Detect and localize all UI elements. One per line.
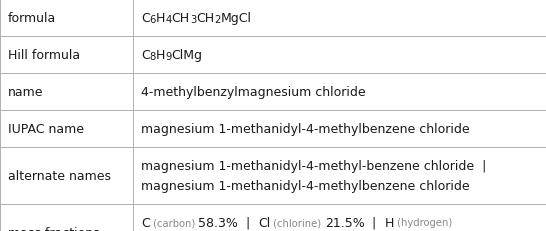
Text: 8: 8 [150,52,156,62]
Text: 4-methylbenzylmagnesium chloride: 4-methylbenzylmagnesium chloride [141,86,366,99]
Text: H: H [156,12,165,25]
Text: 58.3%: 58.3% [198,216,238,229]
Text: CH: CH [196,12,214,25]
Text: C: C [141,12,150,25]
Text: 2: 2 [214,15,221,25]
Text: magnesium 1-methanidyl-4-methyl-benzene chloride  |: magnesium 1-methanidyl-4-methyl-benzene … [141,159,486,172]
Text: magnesium 1-methanidyl-4-methylbenzene chloride: magnesium 1-methanidyl-4-methylbenzene c… [141,122,470,135]
Text: 4: 4 [165,15,172,25]
Text: MgCl: MgCl [221,12,252,25]
Text: (chlorine): (chlorine) [270,218,325,228]
Text: 21.5%: 21.5% [325,216,365,229]
Text: 9: 9 [165,52,172,62]
Text: H: H [385,216,394,229]
Text: C: C [141,216,150,229]
Text: CH: CH [172,12,190,25]
Text: Cl: Cl [258,216,270,229]
Text: name: name [8,86,44,99]
Text: 3: 3 [190,15,196,25]
Text: magnesium 1-methanidyl-4-methylbenzene chloride: magnesium 1-methanidyl-4-methylbenzene c… [141,179,470,192]
Text: mass fractions: mass fractions [8,226,99,231]
Text: (carbon): (carbon) [150,218,198,228]
Text: |: | [238,216,258,229]
Text: formula: formula [8,12,56,25]
Text: |: | [365,216,385,229]
Text: (hydrogen): (hydrogen) [394,218,455,228]
Text: 6: 6 [150,15,156,25]
Text: H: H [156,49,165,62]
Text: Hill formula: Hill formula [8,49,80,62]
Text: ClMg: ClMg [172,49,203,62]
Text: IUPAC name: IUPAC name [8,122,84,135]
Text: alternate names: alternate names [8,169,111,182]
Text: C: C [141,49,150,62]
